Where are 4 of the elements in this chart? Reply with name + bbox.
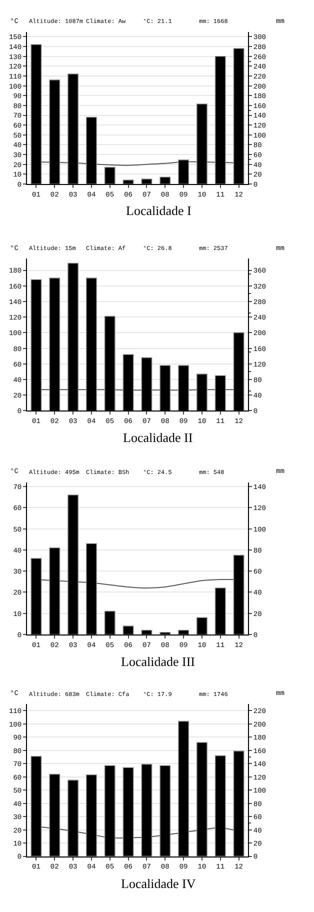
text: Localidade III bbox=[121, 654, 195, 669]
text: Localidade II bbox=[123, 430, 193, 445]
text: Localidade IV bbox=[121, 876, 196, 891]
text: Localidade I bbox=[126, 203, 192, 218]
